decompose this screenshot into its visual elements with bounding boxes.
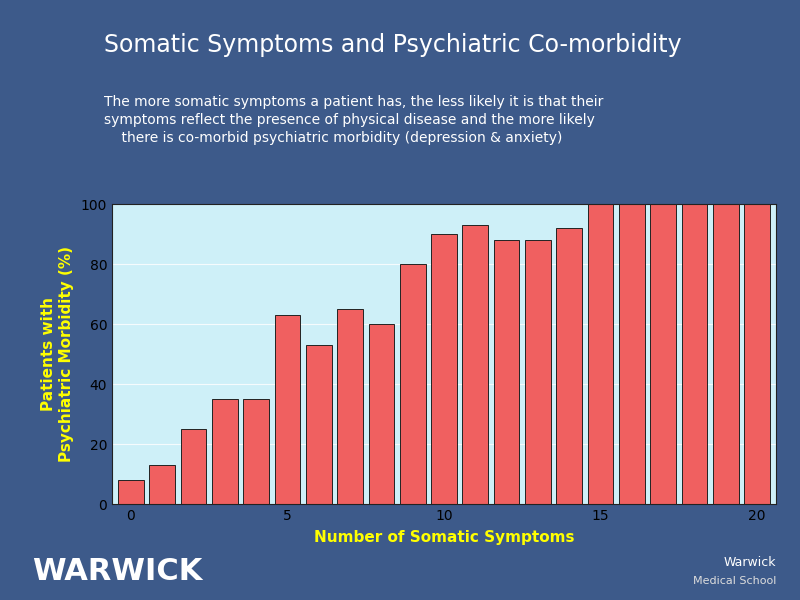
Text: Medical School: Medical School [693,576,776,586]
Bar [212,399,238,504]
Text: WARWICK: WARWICK [32,557,202,586]
Bar [462,225,488,504]
Bar [525,240,551,504]
Bar [181,429,206,504]
Text: The more somatic symptoms a patient has, the less likely it is that their
sympto: The more somatic symptoms a patient has,… [104,95,603,145]
Bar [682,204,707,504]
Bar [274,315,300,504]
Bar [619,204,645,504]
Y-axis label: Patients with
Psychiatric Morbidity (%): Patients with Psychiatric Morbidity (%) [42,246,74,462]
Bar [118,480,144,504]
Bar [400,264,426,504]
Bar [494,240,519,504]
Bar [431,234,457,504]
Bar [337,309,363,504]
Bar [650,204,676,504]
Bar [744,204,770,504]
Bar [588,204,614,504]
X-axis label: Number of Somatic Symptoms: Number of Somatic Symptoms [314,530,574,545]
Text: Somatic Symptoms and Psychiatric Co-morbidity: Somatic Symptoms and Psychiatric Co-morb… [104,33,682,57]
Bar [369,324,394,504]
Bar [557,228,582,504]
Bar [150,465,175,504]
Bar [713,204,738,504]
Bar [243,399,269,504]
Bar [306,345,331,504]
Text: Warwick: Warwick [723,556,776,569]
